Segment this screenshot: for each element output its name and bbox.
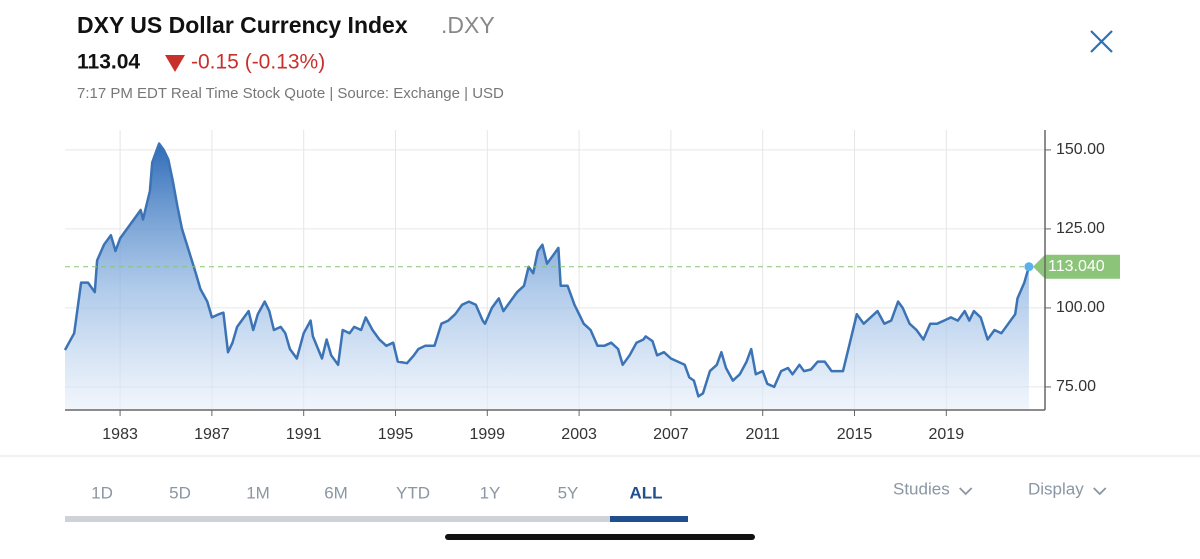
reference-label: 113.040: [1048, 258, 1105, 275]
y-tick-label: 150.00: [1056, 141, 1105, 158]
chevron: [1093, 487, 1107, 496]
x-tick-label: 1987: [194, 426, 230, 443]
x-tick-label: 2003: [561, 426, 597, 443]
x-tick-label: 1991: [286, 426, 322, 443]
symbol: .DXY: [441, 12, 495, 38]
range-tab[interactable]: 1D: [91, 483, 113, 502]
tabs: 1D 5D 1M 6M YTD 1Y 5Y ALL Studies Display: [65, 479, 1107, 522]
menu-button[interactable]: Display: [1028, 479, 1084, 498]
line: [63, 142, 1031, 398]
x-tick-label: 2019: [929, 426, 965, 443]
close-button[interactable]: [1090, 30, 1113, 53]
range-tab[interactable]: 1M: [246, 483, 270, 502]
home-indicator: [445, 534, 755, 540]
last-point: [1024, 262, 1034, 272]
price: 113.04: [77, 51, 140, 74]
x-tick-label: 1995: [378, 426, 414, 443]
y-tick-label: 100.00: [1056, 299, 1105, 316]
x-tick-label: 2007: [653, 426, 689, 443]
x-tick-label: 2015: [837, 426, 873, 443]
range-indicator: [610, 516, 688, 522]
range-track: [65, 516, 610, 522]
change: -0.15 (-0.13%): [191, 51, 325, 74]
title: DXY US Dollar Currency Index: [77, 12, 408, 38]
chevron: [959, 487, 973, 496]
x-tick-label: 1983: [102, 426, 138, 443]
y-tick-label: 125.00: [1056, 220, 1105, 237]
range-tab[interactable]: YTD: [396, 483, 430, 502]
range-tab[interactable]: ALL: [629, 483, 662, 502]
down-arrow: [165, 55, 185, 72]
y-tick-label: 75.00: [1056, 378, 1096, 395]
range-tab[interactable]: 1Y: [480, 483, 501, 502]
quote-info: 7:17 PM EDT Real Time Stock Quote | Sour…: [77, 85, 504, 102]
x-tick-label: 1999: [469, 426, 505, 443]
range-tab[interactable]: 6M: [324, 483, 348, 502]
range-tab[interactable]: 5D: [169, 483, 191, 502]
x-tick-label: 2011: [746, 426, 781, 443]
chart: 75.00 100.00 125.00 150.00 1983 1987 1991 1995 1…: [63, 130, 1120, 443]
area: [65, 143, 1029, 410]
reference-tag: [1033, 254, 1120, 279]
menu-button[interactable]: Studies: [893, 479, 950, 498]
range-tab[interactable]: 5Y: [558, 483, 579, 502]
